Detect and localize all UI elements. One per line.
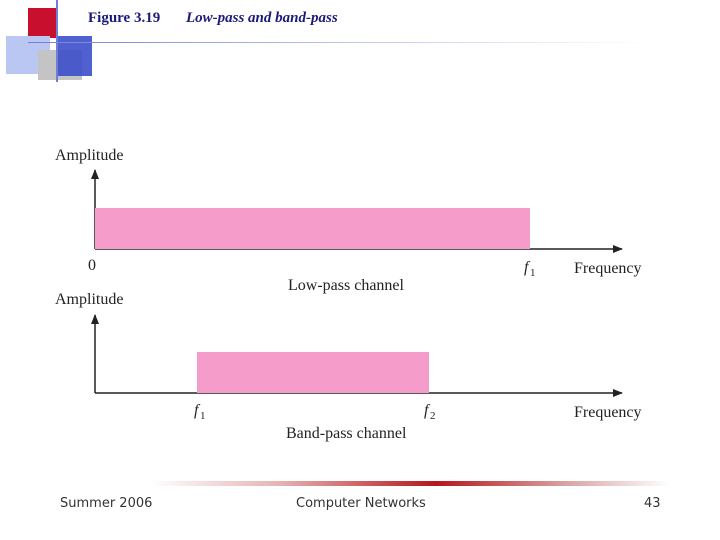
band-pass-panel: Amplitude f 1 f 2 Frequency Band-pass ch… bbox=[55, 291, 642, 442]
band-pass-band bbox=[197, 352, 429, 393]
slide-title: Figure 3.19 Low-pass and band-pass bbox=[88, 10, 338, 27]
band-pass-f1-label: f bbox=[194, 402, 201, 419]
band-pass-f2-subscript: 2 bbox=[430, 410, 436, 422]
footer-course-title: Computer Networks bbox=[296, 496, 426, 511]
band-pass-f2-label: f bbox=[424, 402, 431, 419]
channel-diagram: Amplitude 0 f 1 Frequency Low-pass chann… bbox=[55, 147, 642, 442]
low-pass-origin-label: 0 bbox=[88, 257, 96, 274]
low-pass-f1-label: f bbox=[524, 259, 531, 276]
band-pass-caption: Band-pass channel bbox=[286, 425, 407, 442]
low-pass-band bbox=[95, 208, 530, 249]
band-pass-x-axis-label: Frequency bbox=[574, 404, 642, 421]
page-number: 43 bbox=[644, 496, 661, 511]
corner-vertical-rule bbox=[56, 0, 58, 82]
footer-date: Summer 2006 bbox=[60, 496, 153, 511]
band-pass-f1-subscript: 1 bbox=[200, 410, 206, 422]
low-pass-f1-subscript: 1 bbox=[530, 267, 536, 279]
title-underline-rule bbox=[28, 42, 648, 43]
low-pass-y-axis-label: Amplitude bbox=[55, 147, 123, 164]
footer-rule bbox=[150, 481, 670, 486]
figure-number: Figure 3.19 bbox=[88, 10, 161, 26]
band-pass-y-axis-label: Amplitude bbox=[55, 291, 123, 308]
figure-title: Low-pass and band-pass bbox=[185, 10, 338, 26]
low-pass-panel: Amplitude 0 f 1 Frequency Low-pass chann… bbox=[55, 147, 642, 294]
low-pass-caption: Low-pass channel bbox=[288, 277, 405, 294]
corner-decoration-red bbox=[28, 8, 58, 38]
low-pass-x-axis-label: Frequency bbox=[574, 260, 642, 277]
